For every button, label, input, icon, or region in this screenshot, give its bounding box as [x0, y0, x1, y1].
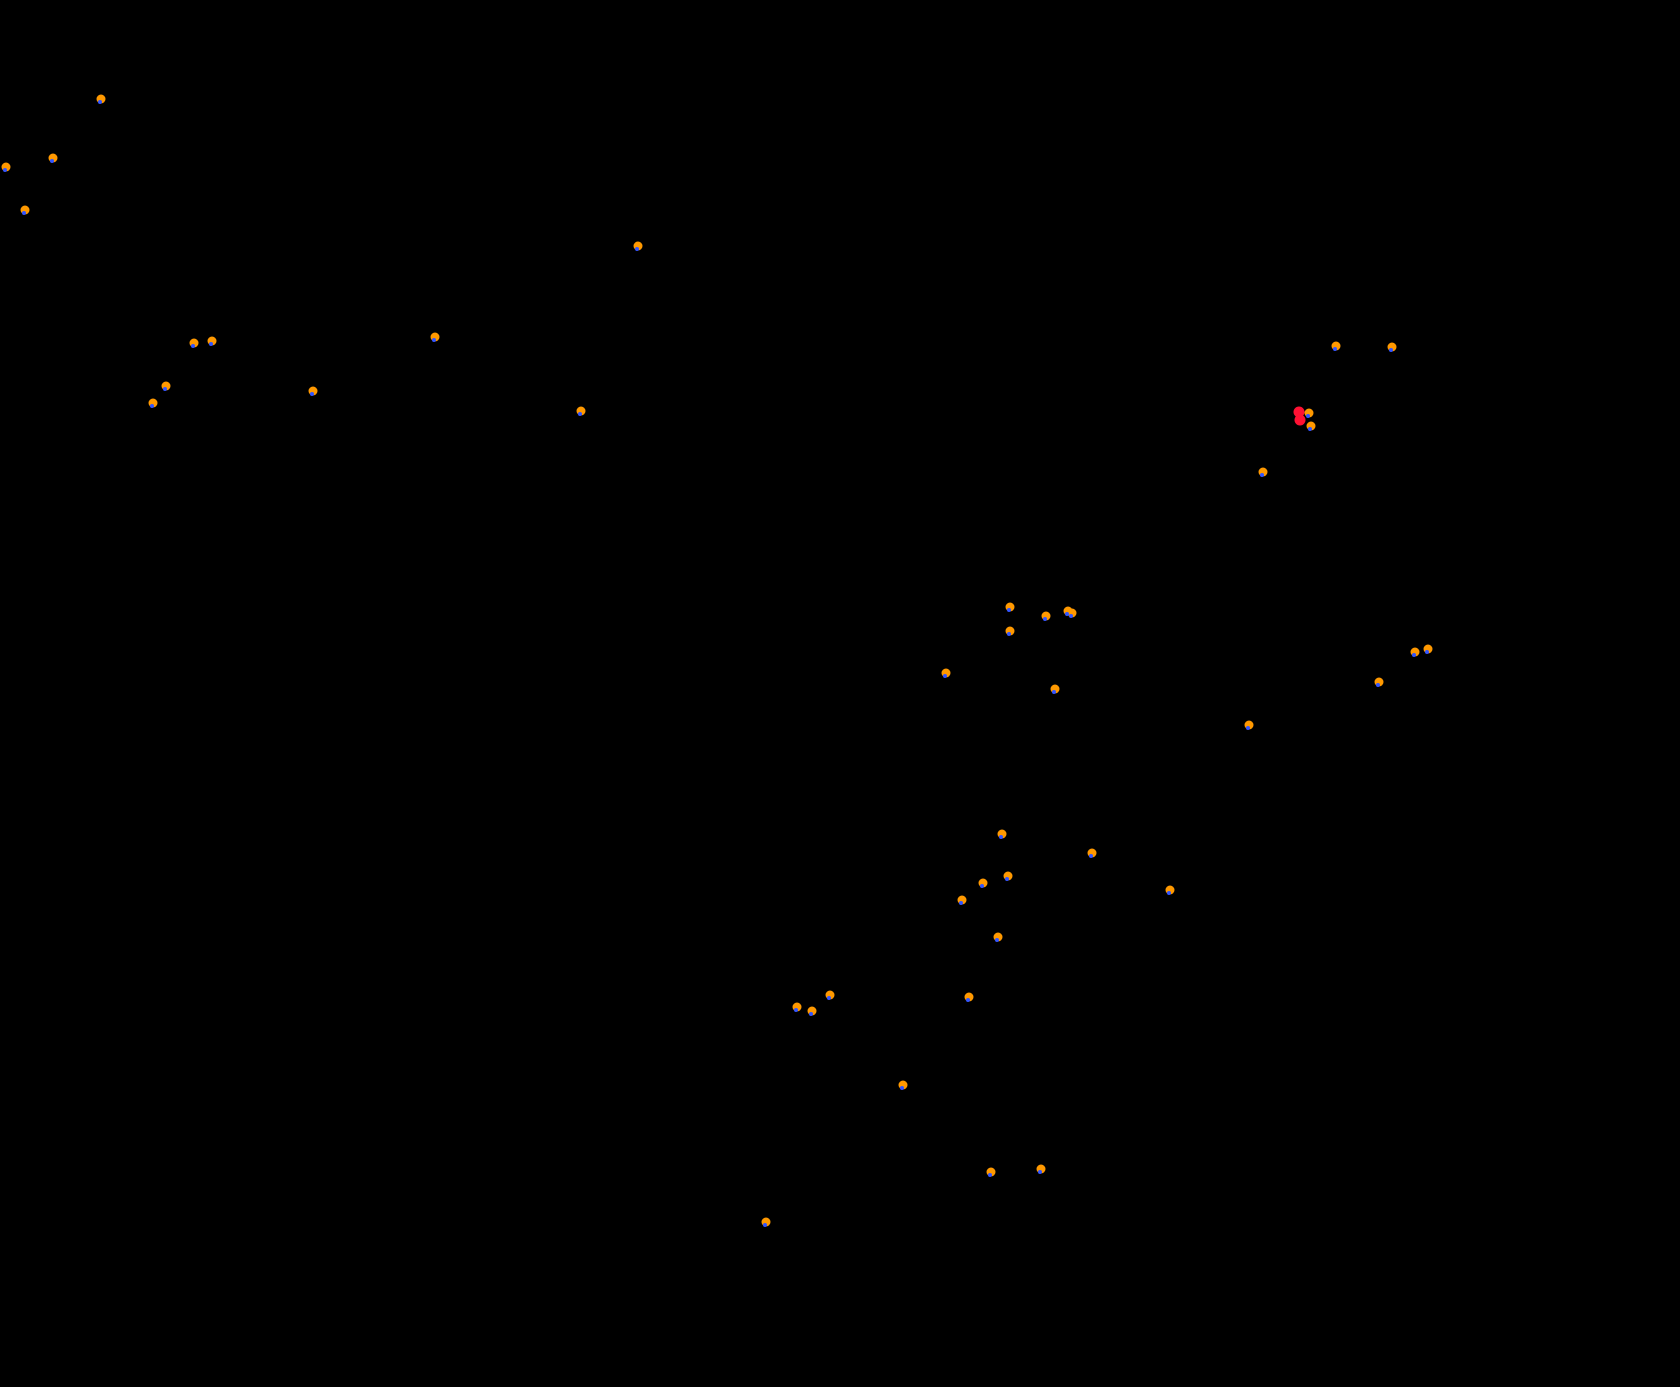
scatter-point-blue — [1412, 653, 1416, 657]
scatter-point-blue — [191, 344, 195, 348]
scatter-point-blue — [98, 100, 102, 104]
scatter-point-blue — [980, 884, 984, 888]
scatter-point-blue — [1167, 891, 1171, 895]
scatter-point-blue — [1007, 608, 1011, 612]
scatter-point-blue — [809, 1012, 813, 1016]
scatter-point-red — [1295, 415, 1306, 426]
scatter-point-blue — [1306, 414, 1310, 418]
scatter-point-blue — [163, 387, 167, 391]
scatter-point-blue — [22, 211, 26, 215]
scatter-point-blue — [1389, 348, 1393, 352]
scatter-point-blue — [1007, 632, 1011, 636]
scatter-point-blue — [310, 392, 314, 396]
scatter-point-blue — [578, 412, 582, 416]
scatter-point-blue — [1333, 347, 1337, 351]
scatter-point-blue — [1376, 683, 1380, 687]
scatter-point-blue — [635, 247, 639, 251]
scatter-point-blue — [999, 835, 1003, 839]
scatter-point-blue — [1065, 612, 1069, 616]
scatter-point-blue — [1005, 877, 1009, 881]
scatter-plot — [0, 0, 1680, 1387]
scatter-point-blue — [966, 998, 970, 1002]
red-point-layer — [1294, 407, 1306, 426]
scatter-point-blue — [1069, 614, 1073, 618]
scatter-point-blue — [763, 1223, 767, 1227]
scatter-point-blue — [209, 342, 213, 346]
scatter-point-blue — [1052, 690, 1056, 694]
scatter-point-blue — [1260, 473, 1264, 477]
scatter-point-blue — [1246, 726, 1250, 730]
scatter-point-blue — [3, 168, 7, 172]
scatter-point-blue — [1425, 650, 1429, 654]
scatter-point-blue — [995, 938, 999, 942]
scatter-point-blue — [900, 1086, 904, 1090]
scatter-point-blue — [150, 404, 154, 408]
scatter-point-blue — [432, 338, 436, 342]
scatter-point-blue — [794, 1008, 798, 1012]
scatter-point-blue — [1308, 427, 1312, 431]
scatter-point-blue — [1038, 1170, 1042, 1174]
scatter-point-blue — [959, 901, 963, 905]
scatter-point-blue — [1043, 617, 1047, 621]
scatter-point-blue — [943, 674, 947, 678]
scatter-point-blue — [1089, 854, 1093, 858]
scatter-point-blue — [827, 996, 831, 1000]
scatter-point-blue — [50, 159, 54, 163]
plot-background — [0, 0, 1680, 1387]
scatter-point-blue — [988, 1173, 992, 1177]
